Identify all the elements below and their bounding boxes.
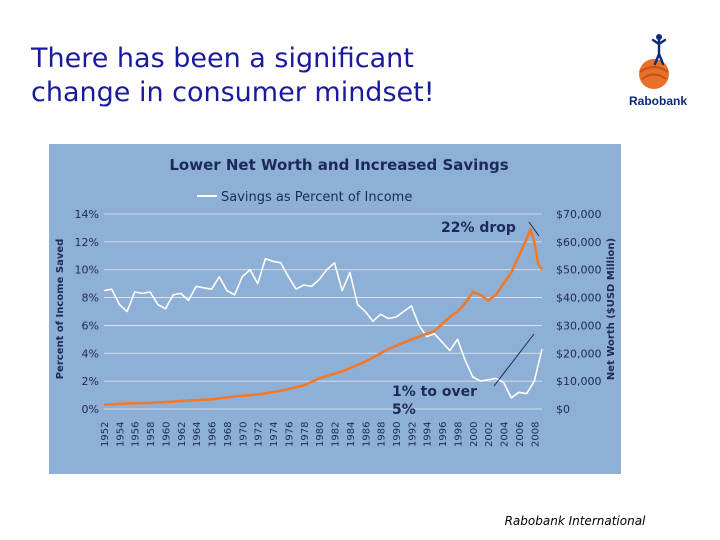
right-axis-ticks: $70,000 $60,000 $50,000 $40,000 $30,000 $20,0… xyxy=(556,208,602,416)
right-tick-label: $30,000 xyxy=(556,319,602,332)
x-tick-label: 2000 xyxy=(469,422,480,447)
rabobank-logo: Rabobank xyxy=(622,32,694,114)
left-tick-label: 0% xyxy=(82,403,99,416)
x-tick-label: 1990 xyxy=(392,422,403,447)
x-tick-label: 1988 xyxy=(377,422,388,447)
right-tick-label: $70,000 xyxy=(556,208,602,221)
annotation-rise-line-2: 5% xyxy=(392,402,416,418)
x-tick-label: 1962 xyxy=(177,422,188,447)
annotation-drop: 22% drop xyxy=(441,220,516,236)
x-tick-label: 1952 xyxy=(100,422,111,447)
x-tick-label: 1974 xyxy=(269,422,280,447)
slide-title-line-2: change in consumer mindset! xyxy=(31,77,435,108)
left-tick-label: 4% xyxy=(82,347,99,360)
x-tick-label: 1994 xyxy=(423,422,434,447)
x-tick-label: 1992 xyxy=(407,422,418,447)
x-tick-label: 1982 xyxy=(331,422,342,447)
x-tick-label: 1960 xyxy=(161,422,172,447)
logo-text: Rabobank xyxy=(628,94,687,108)
x-tick-label: 1954 xyxy=(115,422,126,447)
left-tick-label: 14% xyxy=(75,208,99,221)
slide-title: There has been a significant change in c… xyxy=(31,42,591,110)
left-axis-ticks: 14% 12% 10% 8% 6% 4% 2% 0% xyxy=(75,208,99,416)
x-tick-label: 1998 xyxy=(453,422,464,447)
left-tick-label: 12% xyxy=(75,236,99,249)
x-tick-label: 1958 xyxy=(146,422,157,447)
series-group xyxy=(103,228,544,407)
legend-label: Savings as Percent of Income xyxy=(221,190,412,205)
net-worth-line xyxy=(103,228,544,407)
grid-lines xyxy=(104,213,542,410)
x-tick-label: 1986 xyxy=(361,422,372,447)
right-tick-label: $40,000 xyxy=(556,292,602,305)
x-tick-label: 2002 xyxy=(484,422,495,447)
right-tick-label: $10,000 xyxy=(556,375,602,388)
x-tick-label: 1970 xyxy=(238,422,249,447)
x-tick-label: 1976 xyxy=(284,422,295,447)
x-tick-label: 1966 xyxy=(208,422,219,447)
footer-text: Rabobank International xyxy=(504,514,646,528)
annotation-rise-line-1: 1% to over xyxy=(392,384,477,400)
savings-line xyxy=(103,257,543,399)
slide-title-line-1: There has been a significant xyxy=(31,43,414,74)
x-axis-ticks: 1952 1954 1956 1958 1960 1962 1964 1966 1968 1970… xyxy=(100,422,541,447)
x-tick-label: 1996 xyxy=(438,422,449,447)
annotation-rise-arrow xyxy=(493,333,535,387)
chart-panel: Lower Net Worth and Increased Savings Sa… xyxy=(49,144,621,474)
x-tick-label: 1956 xyxy=(131,422,142,447)
x-tick-label: 1984 xyxy=(346,422,357,447)
rabobank-emblem-icon xyxy=(639,34,669,89)
x-tick-label: 1980 xyxy=(315,422,326,447)
chart-title: Lower Net Worth and Increased Savings xyxy=(169,156,508,174)
left-tick-label: 6% xyxy=(82,319,99,332)
x-tick-label: 2006 xyxy=(515,422,526,447)
x-tick-label: 1964 xyxy=(192,422,203,447)
left-tick-label: 8% xyxy=(82,292,99,305)
right-tick-label: $50,000 xyxy=(556,264,602,277)
left-tick-label: 2% xyxy=(82,375,99,388)
x-tick-label: 2008 xyxy=(530,422,541,447)
annotation-drop-arrow xyxy=(528,221,540,237)
x-tick-label: 1968 xyxy=(223,422,234,447)
left-tick-label: 10% xyxy=(75,264,99,277)
right-tick-label: $20,000 xyxy=(556,347,602,360)
chart-svg: Lower Net Worth and Increased Savings Sa… xyxy=(55,156,617,447)
x-tick-label: 1972 xyxy=(254,422,265,447)
right-tick-label: $0 xyxy=(556,403,570,416)
x-tick-label: 1978 xyxy=(300,422,311,447)
x-tick-label: 2004 xyxy=(500,422,511,447)
right-axis-label: Net Worth ($USD Million) xyxy=(606,238,617,380)
left-axis-label: Percent of Income Saved xyxy=(55,239,66,380)
right-tick-label: $60,000 xyxy=(556,236,602,249)
